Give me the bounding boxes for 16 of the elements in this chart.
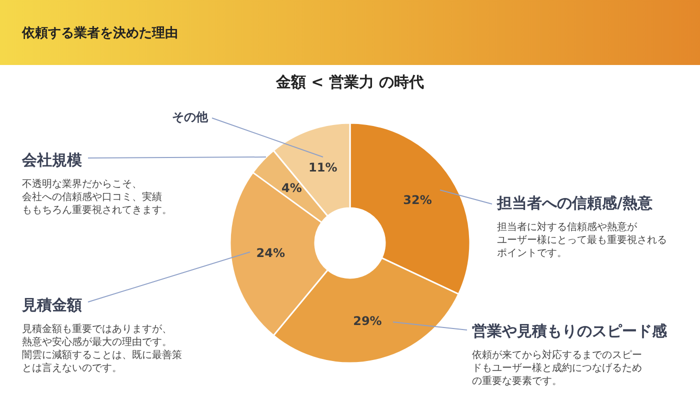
text: 見積金額も重要ではありますが、熱意や安心感が最大の理由です。闇雲に減額することは、既に最善策とは言えないのです。	[22, 323, 182, 374]
slice-label: その他	[172, 110, 209, 124]
text: 担当者に対する信頼感や熱意がユーザー様にとって最も重要視されるポイントです。	[497, 221, 667, 259]
data-label: 4%	[281, 181, 302, 196]
slice-label: 会社規模	[21, 151, 83, 169]
chart-subtitle: 金額 < 営業力 の時代	[274, 73, 424, 91]
chart-title: 依頼する業者を決めた理由	[21, 26, 178, 41]
text: 依頼が来てから対応するまでのスピードもユーザー様と成約につなげるための重要な要素です。	[472, 349, 642, 387]
data-label: 24%	[256, 246, 285, 260]
data-label: 29%	[353, 314, 382, 328]
slice-label: 担当者への信頼感/熱意	[496, 194, 654, 212]
data-label: 32%	[403, 193, 432, 208]
data-label: 11%	[308, 160, 338, 175]
slice-label: 見積金額	[21, 296, 82, 314]
text: 不透明な業界だからこそ、会社への信頼感や口コミ、実績ももちろん重要視されてきます。	[22, 178, 172, 216]
slice-label: 営業や見積もりのスピード感	[472, 322, 668, 340]
